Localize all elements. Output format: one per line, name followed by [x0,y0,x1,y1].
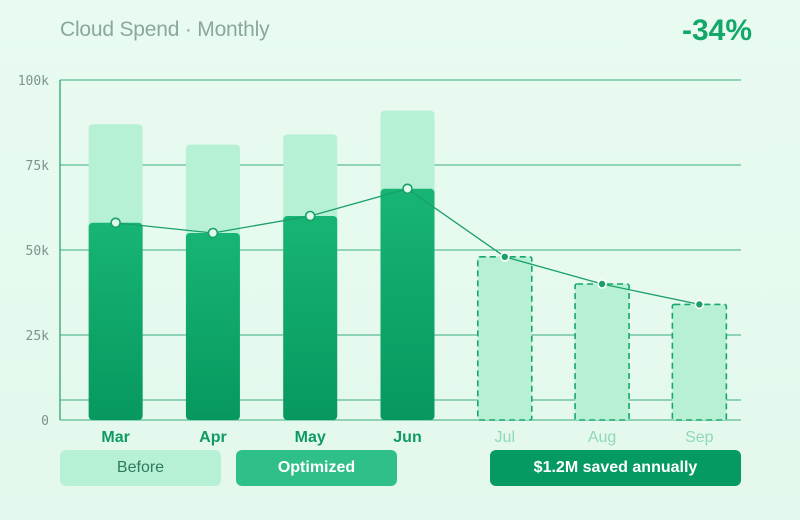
bar-optimized [283,216,338,420]
x-tick-label: Mar [101,429,129,446]
savings-badge: $1.2M saved annually [490,450,741,486]
legend-before[interactable]: Before [60,450,221,486]
y-tick-label: 50k [26,244,50,259]
savings-percent: -34% [681,14,752,47]
bar-optimized [88,222,143,420]
trend-point [499,251,510,262]
chart-title: Cloud Spend · Monthly [60,18,270,41]
x-tick-label: Jul [495,429,515,446]
trend-point [304,210,316,222]
x-tick-label: Jun [393,429,421,446]
bar-forecast [671,303,728,421]
legend-optimized[interactable]: Optimized [236,450,397,486]
x-tick-label: Apr [199,429,227,446]
x-tick-label: Aug [588,429,616,446]
y-tick-label: 25k [26,329,50,344]
y-tick-label: 0 [41,414,49,429]
bar-forecast [574,283,630,421]
bar-forecast [476,255,533,421]
trend-point [402,183,413,195]
y-tick-label: 100k [18,74,49,89]
trend-point [597,279,607,289]
x-tick-label: Sep [685,429,714,446]
x-tick-label: May [295,429,326,446]
bar-optimized [380,188,435,420]
trend-point [110,217,121,229]
bar-optimized [185,233,240,420]
trend-point [694,299,705,310]
y-tick-label: 75k [26,159,50,174]
trend-point [207,227,219,239]
